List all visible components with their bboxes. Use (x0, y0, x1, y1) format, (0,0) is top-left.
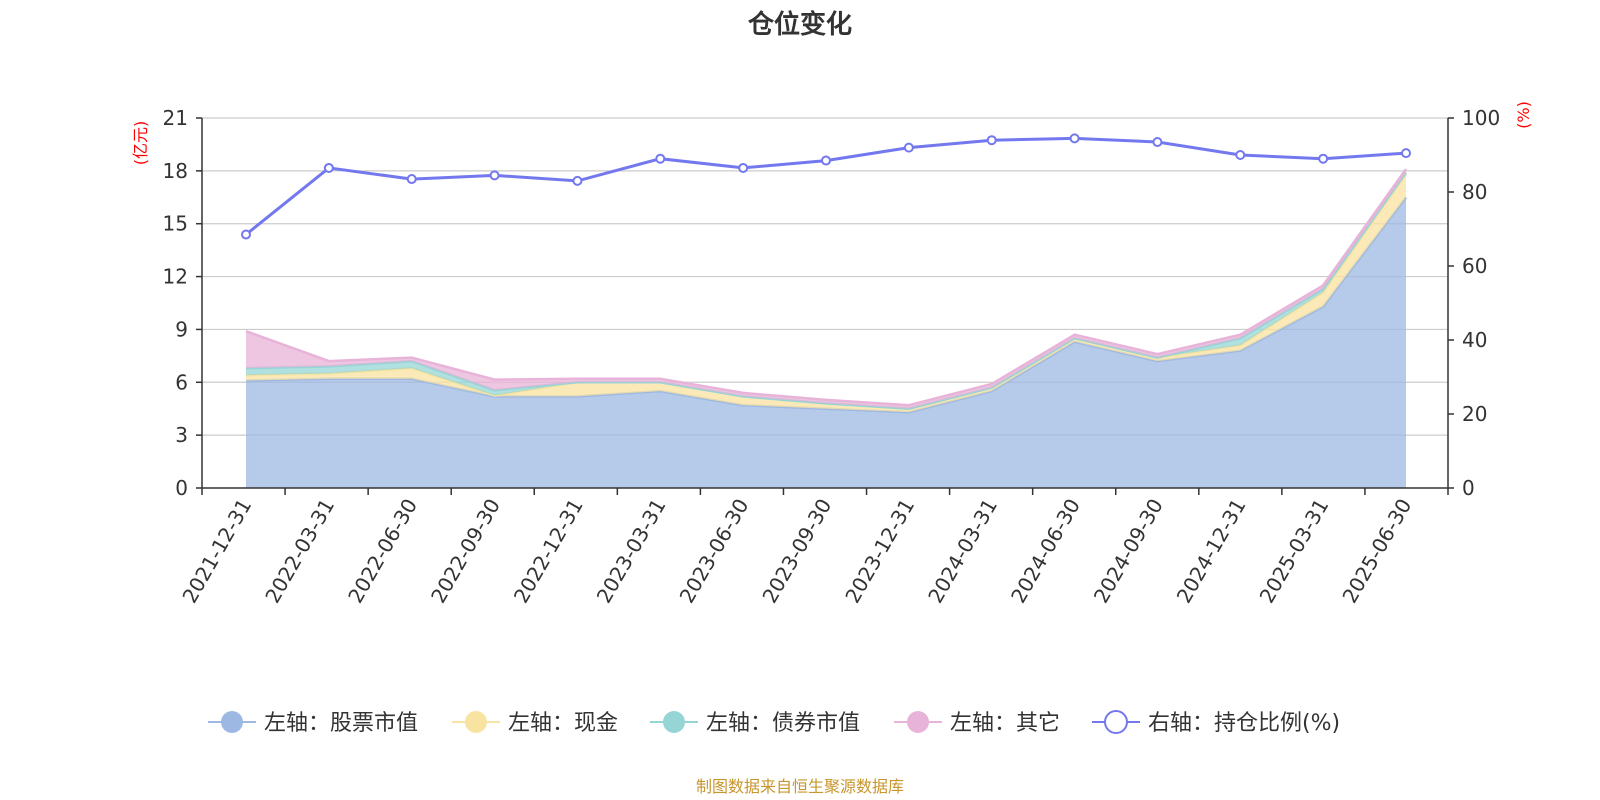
ratio-point (1401, 148, 1411, 159)
right-axis-unit: (%) (1514, 101, 1533, 129)
x-tick-label: 2023-09-30 (757, 495, 836, 608)
x-tick-label: 2021-12-31 (177, 495, 256, 608)
legend-label: 左轴：其它 (950, 711, 1060, 736)
legend-marker (465, 711, 487, 733)
x-tick-label: 2023-06-30 (675, 495, 754, 608)
legend-item-other[interactable]: 左轴：其它 (894, 711, 1060, 736)
right-tick-label: 60 (1462, 254, 1487, 278)
legend: 左轴：股票市值 左轴：现金 左轴：债券市值 左轴：其它 右轴：持仓比例(%) (208, 710, 1340, 736)
ratio-point (655, 153, 666, 164)
x-tick-label: 2022-12-31 (509, 495, 588, 608)
left-tick-label: 21 (163, 106, 188, 130)
x-tick-label: 2025-03-31 (1255, 495, 1334, 608)
ratio-point (323, 162, 334, 173)
ratio-point (738, 162, 749, 173)
legend-label: 左轴：债券市值 (706, 711, 860, 736)
ratio-point (489, 170, 500, 181)
ratio-point (406, 174, 417, 185)
left-tick-label: 15 (163, 212, 188, 236)
right-tick-label: 0 (1462, 476, 1475, 500)
right-tick-label: 20 (1462, 402, 1487, 426)
x-tick-label: 2025-06-30 (1337, 495, 1416, 608)
ratio-point (986, 135, 997, 146)
source-note: 制图数据来自恒生聚源数据库 (696, 777, 904, 796)
ratio-point (241, 229, 251, 240)
ratio-point (1152, 137, 1163, 148)
legend-label: 左轴：股票市值 (264, 711, 418, 736)
ratio-point (1069, 133, 1080, 144)
left-tick-label: 3 (175, 423, 188, 447)
legend-item-cash[interactable]: 左轴：现金 (452, 711, 618, 736)
x-tick-label: 2024-09-30 (1089, 495, 1168, 608)
legend-label: 右轴：持仓比例(%) (1148, 711, 1340, 736)
legend-item-bond[interactable]: 左轴：债券市值 (650, 711, 860, 736)
x-tick-label: 2023-12-31 (840, 495, 919, 608)
line-layer (241, 133, 1411, 240)
ratio-point (1235, 150, 1246, 160)
x-tick-label: 2024-06-30 (1006, 495, 1085, 608)
ratio-line (245, 136, 1407, 236)
right-tick-label: 40 (1462, 328, 1487, 352)
legend-marker (907, 711, 929, 733)
right-tick-label: 100 (1462, 106, 1500, 130)
area-layer (245, 168, 1408, 489)
area-edge-other (245, 168, 1408, 407)
x-tick-label: 2024-03-31 (923, 495, 1002, 608)
x-tick-label: 2022-09-30 (426, 495, 505, 608)
legend-item-ratio[interactable]: 右轴：持仓比例(%) (1092, 710, 1340, 736)
left-tick-label: 12 (163, 265, 188, 289)
legend-item-stock[interactable]: 左轴：股票市值 (208, 711, 418, 736)
left-tick-label: 6 (175, 370, 188, 394)
area-stock (246, 197, 1406, 489)
left-axis-unit: (亿元) (131, 121, 150, 166)
x-tick-label: 2022-06-30 (343, 495, 422, 608)
x-tick-label: 2023-03-31 (592, 495, 671, 608)
legend-marker (221, 711, 243, 733)
x-tick-label: 2024-12-31 (1172, 495, 1251, 608)
left-tick-label: 0 (175, 476, 188, 500)
legend-marker (663, 711, 685, 733)
x-tick-label: 2022-03-31 (260, 495, 339, 608)
ratio-point (821, 155, 831, 166)
left-tick-label: 18 (163, 159, 188, 183)
right-tick-label: 80 (1462, 180, 1487, 204)
ratio-point (1318, 153, 1329, 164)
legend-label: 左轴：现金 (508, 711, 618, 736)
left-tick-label: 9 (175, 317, 188, 341)
legend-marker (1104, 710, 1128, 734)
ratio-point (572, 175, 583, 186)
ratio-point (903, 142, 914, 153)
chart-title: 仓位变化 (747, 9, 852, 40)
